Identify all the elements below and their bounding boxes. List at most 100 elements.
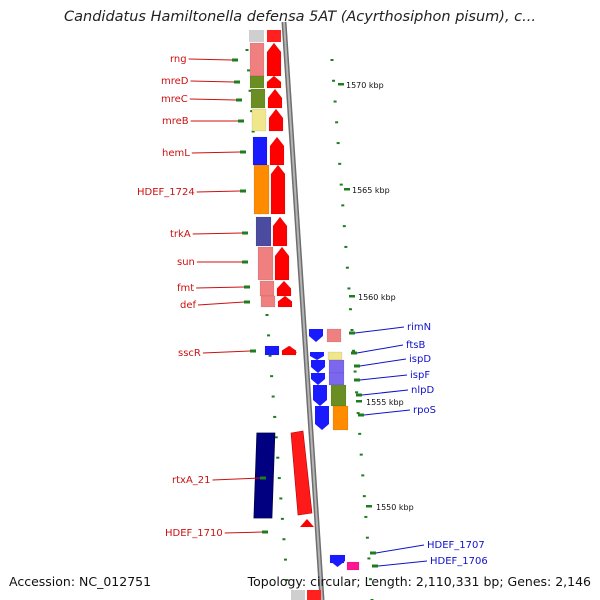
gene-label-hdef-1724: HDEF_1724: [137, 187, 195, 198]
gene-fmt-arrow: [276, 280, 292, 297]
gene-leader-tick: [242, 231, 248, 235]
tick-mark-1: [332, 79, 336, 82]
tick-mark-1: [352, 349, 356, 352]
gene-leader-rimn: [354, 326, 405, 334]
gene-mrec-block: [250, 88, 266, 109]
tick-mark-1: [336, 142, 340, 145]
gene-leader-hdef-1710: [224, 531, 263, 534]
gene-leader-tick: [351, 351, 357, 355]
tick-mark-0: [247, 69, 251, 72]
gene-leader-ispd: [359, 358, 407, 367]
scale-label: 1570 kbp: [346, 81, 384, 90]
gene-hdef-1710-arrow: [300, 519, 314, 527]
gene-fmt-block: [259, 280, 275, 297]
gene-sun-block: [257, 246, 274, 281]
gene-trka-block: [255, 216, 272, 247]
tick-mark-0: [271, 395, 275, 398]
gene-leader-tick: [349, 331, 355, 335]
gene-label-hdef-1706: HDEF_1706: [430, 556, 488, 567]
gene-mred-block: [249, 75, 265, 89]
gene-label-trka: trkA: [170, 229, 191, 240]
scale-label: 1565 kbp: [352, 186, 390, 195]
backbone-layer: [249, 21, 325, 600]
tick-mark-0: [270, 375, 274, 378]
tick-mark-1: [355, 391, 359, 394]
gene-leader-tick: [238, 119, 244, 123]
scale-label: 1550 kbp: [376, 503, 414, 512]
gene-leader-tick: [232, 58, 238, 62]
gene-ispf-arrow: [311, 373, 325, 385]
gene-trka-arrow: [272, 216, 288, 247]
gene-rimn-arrow: [309, 329, 323, 342]
gene-leader-tick: [240, 150, 246, 154]
gene-leader-hdef-1706: [377, 560, 428, 567]
gene-rpos-block: [332, 405, 349, 431]
gene-hdef-1724-arrow: [270, 164, 286, 215]
gene-leader-def: [197, 301, 245, 306]
gene-label-sun: sun: [177, 257, 195, 268]
accession-text: Accession: NC_012751: [9, 574, 152, 589]
tick-mark-0: [279, 497, 283, 500]
scale-label: 1555 kbp: [366, 398, 404, 407]
gene-label-nlpd: nlpD: [411, 385, 434, 396]
tick-mark-0: [265, 314, 269, 316]
gene-leader-ftsb: [356, 344, 404, 354]
gene-rng-arrow: [266, 42, 282, 77]
tick-mark-1: [353, 370, 357, 373]
tick-mark-1: [358, 432, 362, 435]
gene-label-mred: mreD: [161, 76, 189, 87]
gene-hdef-1724-block: [253, 164, 270, 215]
gene-leader-hdef-1707: [375, 544, 425, 554]
tick-mark-0: [251, 130, 255, 133]
gene-leader-mrec: [189, 98, 237, 101]
gene-sscr-block: [264, 345, 280, 356]
scale-tick: [338, 83, 344, 86]
gene-leader-rtxa-21: [212, 477, 261, 481]
gene-rpos-arrow: [315, 406, 329, 430]
gene-leader-tick: [260, 476, 266, 480]
tick-mark-1: [367, 557, 371, 560]
gene-label-ispf: ispF: [410, 370, 430, 381]
gene-leader-mred: [190, 80, 235, 83]
tick-mark-1: [362, 495, 366, 498]
tick-mark-0: [267, 334, 271, 337]
gene-sscr-arrow: [283, 346, 297, 353]
tick-mark-1: [342, 225, 346, 228]
gene-hdef-1707-arrow: [330, 555, 345, 567]
gene-heml-arrow: [269, 136, 285, 166]
tick-mark-0: [277, 477, 281, 480]
backbone-highlight: [283, 21, 323, 600]
tick-mark-0: [248, 89, 252, 92]
map-title: Candidatus Hamiltonella defensa 5AT (Acy…: [64, 9, 536, 25]
gene-ftsb-block: [327, 351, 343, 361]
label-layer: rng mreD mreC mreB hemL HDEF_1724 trkA sun fmt de…: [137, 54, 488, 568]
gene-leader-tick: [354, 364, 360, 368]
tick-mark-1: [350, 329, 354, 331]
gene-rtxa-21-block: [253, 432, 276, 519]
tick-mark-1: [364, 515, 368, 518]
gene-ispd-arrow: [311, 360, 325, 373]
gene-label-fmt: fmt: [177, 283, 194, 294]
gene-leader-tick: [250, 349, 256, 353]
tick-mark-1: [330, 59, 334, 61]
tick-mark-0: [285, 579, 289, 581]
gene-leader-tick: [244, 300, 250, 304]
tick-mark-1: [341, 204, 345, 207]
gene-label-hdef-1710: HDEF_1710: [165, 528, 223, 539]
gene-def-arrow: [277, 295, 293, 308]
tick-mark-1: [338, 162, 342, 165]
tick-mark-0: [245, 49, 249, 51]
gene-leader-tick: [372, 564, 378, 568]
tick-mark-0: [276, 456, 280, 459]
scale-layer: 1570 kbp 1565 kbp 1560 kbp 1555 kbp 1550 kbp: [338, 81, 414, 512]
gene-leader-tick: [262, 530, 268, 534]
scale-tick: [344, 188, 350, 191]
gene-nlpd-arrow: [313, 385, 327, 406]
topology-summary: Topology: circular; Length: 2,110,331 bp…: [247, 574, 591, 589]
gene-leader-tick: [354, 378, 360, 382]
gene-label-rimn: rimN: [407, 322, 431, 333]
gene-leader-tick: [370, 551, 376, 555]
gene-label-def: def: [180, 300, 197, 311]
gene-hdef-1706-block: [346, 561, 360, 571]
